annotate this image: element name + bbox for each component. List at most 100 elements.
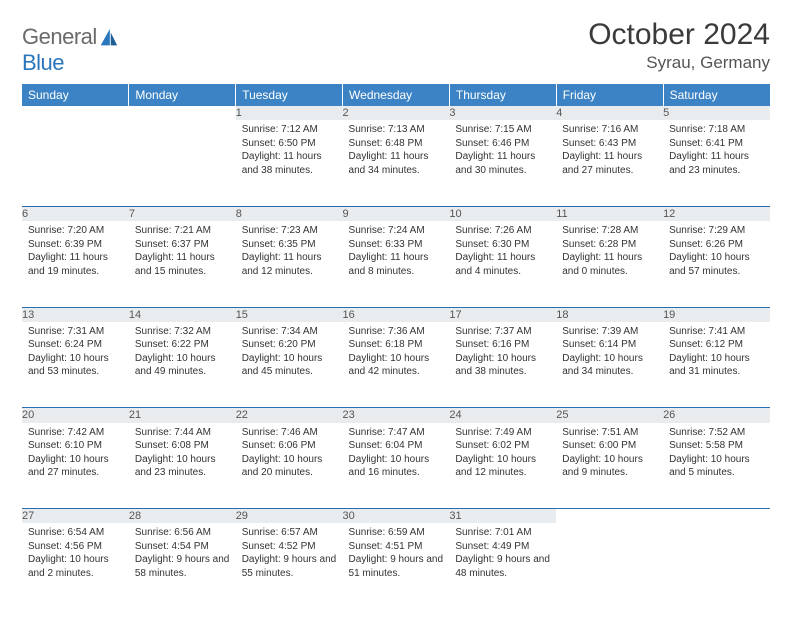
sunrise-line: Sunrise: 7:28 AM xyxy=(562,224,657,238)
day-details: Sunrise: 7:28 AMSunset: 6:28 PMDaylight:… xyxy=(556,221,663,282)
daylight-line: Daylight: 10 hours and 45 minutes. xyxy=(242,352,337,379)
day-cell: Sunrise: 7:42 AMSunset: 6:10 PMDaylight:… xyxy=(22,423,129,509)
calendar-page: GeneralBlue October 2024 Syrau, Germany … xyxy=(0,0,792,619)
day-details: Sunrise: 7:23 AMSunset: 6:35 PMDaylight:… xyxy=(236,221,343,282)
sunset-line: Sunset: 6:20 PM xyxy=(242,338,337,352)
day-details: Sunrise: 7:12 AMSunset: 6:50 PMDaylight:… xyxy=(236,120,343,181)
day-number: 7 xyxy=(129,206,236,221)
blank-cell xyxy=(663,523,770,609)
day-cell: Sunrise: 7:26 AMSunset: 6:30 PMDaylight:… xyxy=(449,221,556,307)
day-cell: Sunrise: 7:49 AMSunset: 6:02 PMDaylight:… xyxy=(449,423,556,509)
sunrise-line: Sunrise: 7:49 AM xyxy=(455,426,550,440)
sunrise-line: Sunrise: 7:26 AM xyxy=(455,224,550,238)
sunrise-line: Sunrise: 7:46 AM xyxy=(242,426,337,440)
sunset-line: Sunset: 6:06 PM xyxy=(242,439,337,453)
sunrise-line: Sunrise: 7:21 AM xyxy=(135,224,230,238)
day-cell: Sunrise: 7:46 AMSunset: 6:06 PMDaylight:… xyxy=(236,423,343,509)
month-title: October 2024 xyxy=(588,18,770,51)
day-cell: Sunrise: 7:34 AMSunset: 6:20 PMDaylight:… xyxy=(236,322,343,408)
day-number: 9 xyxy=(343,206,450,221)
day-number: 22 xyxy=(236,408,343,423)
day-details: Sunrise: 7:13 AMSunset: 6:48 PMDaylight:… xyxy=(343,120,450,181)
daylight-line: Daylight: 11 hours and 27 minutes. xyxy=(562,150,657,177)
weekday-header: Monday xyxy=(129,84,236,106)
day-cell: Sunrise: 7:18 AMSunset: 6:41 PMDaylight:… xyxy=(663,120,770,206)
weekday-header: Tuesday xyxy=(236,84,343,106)
day-details: Sunrise: 7:31 AMSunset: 6:24 PMDaylight:… xyxy=(22,322,129,383)
day-cell: Sunrise: 7:31 AMSunset: 6:24 PMDaylight:… xyxy=(22,322,129,408)
day-number: 11 xyxy=(556,206,663,221)
sunrise-line: Sunrise: 7:29 AM xyxy=(669,224,764,238)
sunrise-line: Sunrise: 7:37 AM xyxy=(455,325,550,339)
daylight-line: Daylight: 11 hours and 19 minutes. xyxy=(28,251,123,278)
sunset-line: Sunset: 6:22 PM xyxy=(135,338,230,352)
sunset-line: Sunset: 6:00 PM xyxy=(562,439,657,453)
day-details: Sunrise: 7:32 AMSunset: 6:22 PMDaylight:… xyxy=(129,322,236,383)
day-number-row: 2728293031 xyxy=(22,509,770,524)
day-details: Sunrise: 6:56 AMSunset: 4:54 PMDaylight:… xyxy=(129,523,236,584)
week-row: Sunrise: 6:54 AMSunset: 4:56 PM Daylight:… xyxy=(22,523,770,609)
day-number: 30 xyxy=(343,509,450,524)
day-number: 3 xyxy=(449,106,556,120)
daylight-line: Daylight: 10 hours and 49 minutes. xyxy=(135,352,230,379)
sunrise-line: Sunrise: 7:47 AM xyxy=(349,426,444,440)
sunset-line: Sunset: 4:54 PM xyxy=(135,540,230,554)
day-cell: Sunrise: 7:20 AMSunset: 6:39 PMDaylight:… xyxy=(22,221,129,307)
day-cell: Sunrise: 7:52 AMSunset: 5:58 PMDaylight:… xyxy=(663,423,770,509)
logo: GeneralBlue xyxy=(22,24,119,76)
sunrise-line: Sunrise: 6:54 AM xyxy=(28,526,123,540)
day-details: Sunrise: 7:39 AMSunset: 6:14 PMDaylight:… xyxy=(556,322,663,383)
day-number: 19 xyxy=(663,307,770,322)
day-number: 13 xyxy=(22,307,129,322)
sunset-line: Sunset: 6:02 PM xyxy=(455,439,550,453)
sunrise-line: Sunrise: 6:59 AM xyxy=(349,526,444,540)
day-details: Sunrise: 7:16 AMSunset: 6:43 PMDaylight:… xyxy=(556,120,663,181)
daylight-line: Daylight: 10 hours and 12 minutes. xyxy=(455,453,550,480)
blank-daynum xyxy=(556,509,663,524)
sunset-line: Sunset: 4:56 PM xyxy=(28,540,123,554)
day-details: Sunrise: 7:51 AMSunset: 6:00 PMDaylight:… xyxy=(556,423,663,484)
day-cell: Sunrise: 7:44 AMSunset: 6:08 PMDaylight:… xyxy=(129,423,236,509)
header: GeneralBlue October 2024 Syrau, Germany xyxy=(22,18,770,76)
weekday-header: Saturday xyxy=(663,84,770,106)
day-details: Sunrise: 7:26 AMSunset: 6:30 PMDaylight:… xyxy=(449,221,556,282)
day-cell: Sunrise: 7:32 AMSunset: 6:22 PMDaylight:… xyxy=(129,322,236,408)
sunset-line: Sunset: 6:39 PM xyxy=(28,238,123,252)
calendar-table: SundayMondayTuesdayWednesdayThursdayFrid… xyxy=(22,84,770,609)
logo-text-gray: General xyxy=(22,24,97,49)
day-details: Sunrise: 7:29 AMSunset: 6:26 PMDaylight:… xyxy=(663,221,770,282)
daylight-line: Daylight: 10 hours and 5 minutes. xyxy=(669,453,764,480)
daylight-line: Daylight: 11 hours and 34 minutes. xyxy=(349,150,444,177)
day-details: Sunrise: 7:20 AMSunset: 6:39 PMDaylight:… xyxy=(22,221,129,282)
day-number: 15 xyxy=(236,307,343,322)
day-details: Sunrise: 7:15 AMSunset: 6:46 PMDaylight:… xyxy=(449,120,556,181)
day-number-row: 13141516171819 xyxy=(22,307,770,322)
daylight-line: Daylight: 9 hours and 55 minutes. xyxy=(242,553,337,580)
day-cell: Sunrise: 6:54 AMSunset: 4:56 PMDaylight:… xyxy=(22,523,129,609)
sunrise-line: Sunrise: 6:57 AM xyxy=(242,526,337,540)
sunrise-line: Sunrise: 6:56 AM xyxy=(135,526,230,540)
daylight-line: Daylight: 11 hours and 15 minutes. xyxy=(135,251,230,278)
sunrise-line: Sunrise: 7:36 AM xyxy=(349,325,444,339)
calendar-body: 12345Sunrise: 7:12 AMSunset: 6:50 PMDayl… xyxy=(22,106,770,609)
day-cell: Sunrise: 7:29 AMSunset: 6:26 PMDaylight:… xyxy=(663,221,770,307)
daylight-line: Daylight: 10 hours and 20 minutes. xyxy=(242,453,337,480)
day-number: 16 xyxy=(343,307,450,322)
sunrise-line: Sunrise: 7:31 AM xyxy=(28,325,123,339)
sunset-line: Sunset: 6:43 PM xyxy=(562,137,657,151)
daylight-line: Daylight: 11 hours and 38 minutes. xyxy=(242,150,337,177)
day-number: 26 xyxy=(663,408,770,423)
sunset-line: Sunset: 6:41 PM xyxy=(669,137,764,151)
sunset-line: Sunset: 6:35 PM xyxy=(242,238,337,252)
sunrise-line: Sunrise: 7:13 AM xyxy=(349,123,444,137)
sunrise-line: Sunrise: 7:51 AM xyxy=(562,426,657,440)
day-details: Sunrise: 7:46 AMSunset: 6:06 PMDaylight:… xyxy=(236,423,343,484)
sunset-line: Sunset: 4:51 PM xyxy=(349,540,444,554)
sunrise-line: Sunrise: 7:12 AM xyxy=(242,123,337,137)
day-cell: Sunrise: 7:51 AMSunset: 6:00 PMDaylight:… xyxy=(556,423,663,509)
day-details: Sunrise: 6:54 AMSunset: 4:56 PMDaylight:… xyxy=(22,523,129,584)
daylight-line: Daylight: 9 hours and 51 minutes. xyxy=(349,553,444,580)
blank-daynum xyxy=(129,106,236,120)
day-number: 2 xyxy=(343,106,450,120)
daylight-line: Daylight: 10 hours and 34 minutes. xyxy=(562,352,657,379)
